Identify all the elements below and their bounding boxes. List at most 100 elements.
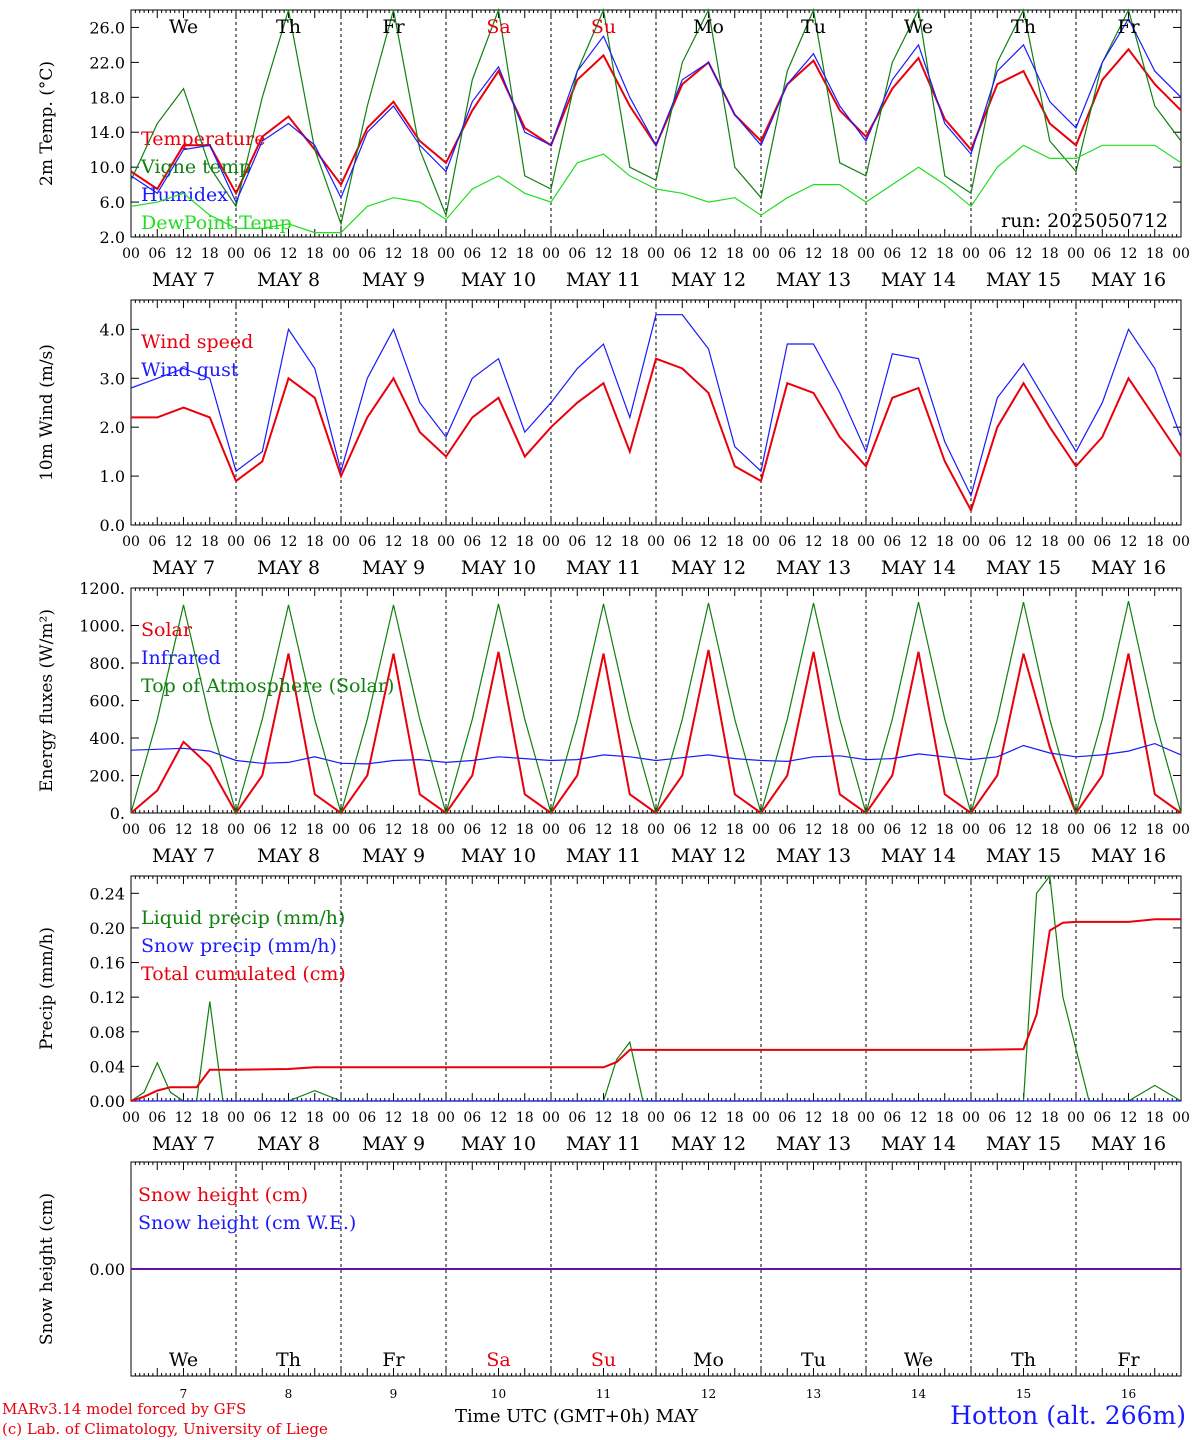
hour-label: 18 xyxy=(411,534,429,550)
day-number-label: 13 xyxy=(806,1387,821,1401)
legend-entry: Temperature xyxy=(141,128,265,150)
hour-label: 18 xyxy=(201,822,219,838)
hour-label: 06 xyxy=(1093,1110,1111,1126)
hour-label: 18 xyxy=(306,246,324,262)
legend-entry: Liquid precip (mm/h) xyxy=(141,907,345,929)
hour-label: 18 xyxy=(1146,246,1164,262)
hour-label: 00 xyxy=(1172,246,1190,262)
hour-label: 18 xyxy=(621,534,639,550)
hour-label: 06 xyxy=(568,534,586,550)
weekday-label: Tu xyxy=(801,16,826,38)
hour-label: 18 xyxy=(1041,246,1059,262)
hour-label: 06 xyxy=(463,246,481,262)
hour-label: 06 xyxy=(778,1110,796,1126)
hour-label: 12 xyxy=(385,246,403,262)
weekday-label: We xyxy=(904,16,933,38)
date-label: MAY 15 xyxy=(986,1133,1061,1155)
hour-label: 18 xyxy=(726,534,744,550)
hour-label: 12 xyxy=(910,246,928,262)
day-number-label: 11 xyxy=(596,1387,611,1401)
date-label: MAY 7 xyxy=(152,557,215,579)
y-axis-label: Snow height (cm) xyxy=(37,1193,57,1345)
y-tick-label: 10.0 xyxy=(89,158,125,177)
hour-label: 00 xyxy=(962,246,980,262)
hour-label: 06 xyxy=(883,534,901,550)
day-number-label: 12 xyxy=(701,1387,716,1401)
hour-label: 12 xyxy=(700,822,718,838)
date-label: MAY 10 xyxy=(461,557,536,579)
weekday-label-bottom: Fr xyxy=(1117,1349,1140,1371)
weekday-label-bottom: Su xyxy=(591,1349,616,1371)
y-tick-label: 0.04 xyxy=(89,1057,125,1076)
hour-label: 12 xyxy=(280,822,298,838)
hour-label: 00 xyxy=(857,822,875,838)
date-label: MAY 13 xyxy=(776,269,851,291)
hour-label: 00 xyxy=(437,822,455,838)
y-tick-label: 1.0 xyxy=(100,467,125,486)
date-label: MAY 10 xyxy=(461,1133,536,1155)
legend-entry: Wind speed xyxy=(141,331,253,353)
y-tick-label: 6.0 xyxy=(100,193,125,212)
hour-label: 18 xyxy=(306,822,324,838)
legend-entry: Solar xyxy=(141,619,193,641)
day-number-label: 14 xyxy=(911,1387,927,1401)
hour-label: 00 xyxy=(752,822,770,838)
hour-label: 00 xyxy=(542,246,560,262)
hour-label: 06 xyxy=(463,1110,481,1126)
hour-label: 12 xyxy=(280,534,298,550)
y-tick-label: 2.0 xyxy=(100,228,125,247)
hour-label: 00 xyxy=(227,534,245,550)
y-tick-label: 400. xyxy=(89,729,125,748)
hour-label: 18 xyxy=(516,822,534,838)
hour-label: 00 xyxy=(647,534,665,550)
weekday-label: We xyxy=(169,16,198,38)
x-axis-month: MAY xyxy=(655,1406,699,1427)
hour-label: 12 xyxy=(175,534,193,550)
y-tick-label: 14.0 xyxy=(89,123,125,142)
hour-label: 00 xyxy=(962,822,980,838)
hour-label: 18 xyxy=(516,1110,534,1126)
y-tick-label: 0.00 xyxy=(89,1260,125,1279)
date-label: MAY 7 xyxy=(152,269,215,291)
hour-label: 00 xyxy=(227,822,245,838)
date-label: MAY 7 xyxy=(152,1133,215,1155)
hour-label: 06 xyxy=(253,246,271,262)
legend-entry: DewPoint Temp xyxy=(141,212,292,234)
weekday-label: Fr xyxy=(382,16,405,38)
date-label: MAY 12 xyxy=(671,269,746,291)
hour-label: 18 xyxy=(1146,534,1164,550)
date-label: MAY 12 xyxy=(671,845,746,867)
hour-label: 12 xyxy=(805,534,823,550)
hour-label: 00 xyxy=(227,1110,245,1126)
date-label: MAY 16 xyxy=(1091,269,1166,291)
hour-label: 06 xyxy=(148,822,166,838)
hour-label: 18 xyxy=(831,534,849,550)
date-label: MAY 15 xyxy=(986,845,1061,867)
date-label: MAY 14 xyxy=(881,845,956,867)
hour-label: 06 xyxy=(358,822,376,838)
y-tick-label: 1000. xyxy=(79,617,125,636)
hour-label: 06 xyxy=(358,534,376,550)
date-label: MAY 9 xyxy=(362,269,425,291)
y-tick-label: 3.0 xyxy=(100,369,125,388)
hour-label: 18 xyxy=(621,822,639,838)
weekday-label-bottom: We xyxy=(904,1349,933,1371)
hour-label: 00 xyxy=(1067,1110,1085,1126)
hour-label: 06 xyxy=(568,1110,586,1126)
hour-label: 18 xyxy=(831,822,849,838)
weekday-label-bottom: Fr xyxy=(382,1349,405,1371)
hour-label: 12 xyxy=(700,1110,718,1126)
y-tick-label: 0.0 xyxy=(100,516,125,535)
hour-label: 12 xyxy=(1015,822,1033,838)
hour-label: 18 xyxy=(516,534,534,550)
run-label: run: 2025050712 xyxy=(1001,210,1168,232)
legend-entry: Snow height (cm W.E.) xyxy=(138,1212,356,1234)
series-line-blue xyxy=(130,742,1182,765)
hour-label: 12 xyxy=(910,822,928,838)
date-label: MAY 16 xyxy=(1091,845,1166,867)
date-label: MAY 14 xyxy=(881,557,956,579)
hour-label: 12 xyxy=(490,1110,508,1126)
hour-label: 06 xyxy=(568,246,586,262)
hour-label: 18 xyxy=(726,246,744,262)
y-tick-label: 18.0 xyxy=(89,88,125,107)
